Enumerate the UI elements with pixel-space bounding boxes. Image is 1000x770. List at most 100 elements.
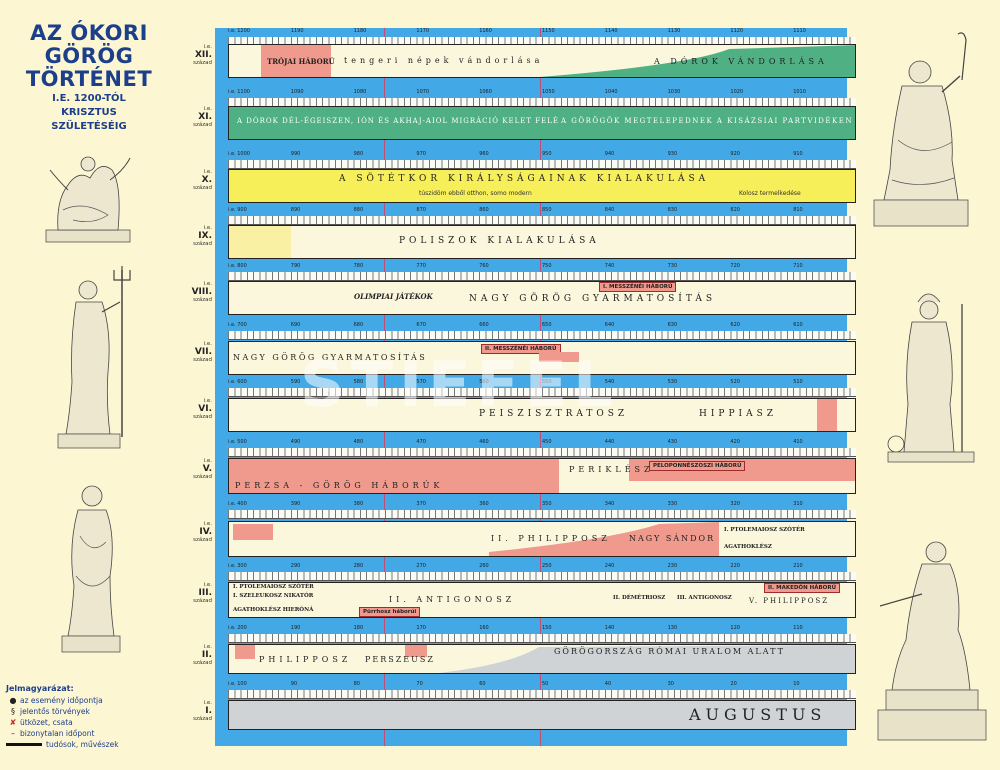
year-tick-label: 40	[604, 681, 612, 687]
event-label: I. PTOLEMAIOSZ SZÓTÉR	[724, 527, 805, 533]
year-ruler: i.e. 600 590 580 570 560 550 540 530 520 510	[228, 379, 856, 397]
year-tick-label: 1120	[730, 28, 744, 34]
year-tick-label: 340	[604, 501, 615, 507]
legend-item: – bizonytalan időpont	[6, 728, 156, 739]
year-tick-label: 290	[290, 563, 301, 569]
year-tick-label: i.e. 1200	[228, 28, 250, 34]
philosopher-statue-illustration	[40, 476, 140, 656]
year-tick-label: 420	[730, 439, 740, 445]
year-tick-label: 580	[353, 379, 364, 385]
event-label: PERSZEUSZ	[365, 655, 435, 664]
century-band-i: AUGUSTUS	[228, 700, 856, 730]
legend-item: ✘ ütközet, csata	[6, 717, 156, 728]
year-ruler: i.e. 800 790 780 770 760 750 740 730 720 710	[228, 263, 856, 281]
year-tick-label: 60	[479, 681, 486, 687]
century-label-vi: i.e. VI. század	[193, 398, 212, 420]
year-tick-label: 1180	[353, 28, 367, 34]
year-tick-label: 250	[542, 563, 552, 569]
year-tick-label: 110	[793, 625, 803, 631]
event-label: A GÖRÖGÖK MEGTELEPEDNEK A KISÁZSIAI PART…	[561, 117, 853, 125]
early-period-segment	[229, 226, 291, 258]
year-tick-label: 430	[667, 439, 678, 445]
watermark: STIEFEL	[300, 348, 619, 421]
bar-icon	[6, 743, 42, 746]
year-tick-label: 470	[416, 439, 426, 445]
year-tick-label: 1140	[604, 28, 618, 34]
year-ruler: i.e. 900 890 880 870 860 850 840 830 820 810	[228, 207, 856, 225]
year-tick-label: 820	[730, 207, 740, 213]
subtitle-line-2: KRISZTUS	[61, 107, 117, 118]
century-label-xi: i.e. XI. század	[193, 106, 212, 128]
event-box: I. MESSZÉNÉI HÁBORÚ	[599, 282, 677, 292]
century-label-x: i.e. X. század	[193, 169, 212, 191]
year-tick-label: 90	[290, 681, 298, 687]
event-label: A SÖTÉTKOR KIRÁLYSÁGAINAK KIALAKULÁSA	[339, 174, 710, 184]
timeline-board	[215, 28, 847, 746]
section-sign-icon: §	[11, 707, 15, 716]
century-label-v: i.e. V. század	[193, 458, 212, 480]
persian-wars-segment	[229, 459, 559, 493]
year-tick-label: 1110	[793, 28, 806, 34]
title-line-2: GÖRÖG	[44, 44, 134, 68]
century-label-viii: i.e. VIII. század	[191, 281, 212, 303]
event-segment	[235, 645, 255, 659]
year-tick-label: 910	[793, 151, 803, 157]
year-tick-label: 390	[290, 501, 301, 507]
year-tick-label: 360	[479, 501, 489, 507]
trojan-war-segment	[261, 45, 331, 77]
year-tick-label: 350	[542, 501, 552, 507]
poster-title: AZ ÓKORI GÖRÖG TÖRTÉNET I.E. 1200-TÓL KR…	[14, 22, 164, 133]
year-ruler: i.e. 100 90 80 70 60 50 40 30 20 10	[228, 681, 856, 699]
year-tick-label: 440	[604, 439, 615, 445]
year-tick-label: i.e. 900	[228, 207, 247, 213]
year-tick-label: 30	[667, 681, 674, 687]
year-tick-label: 480	[353, 439, 364, 445]
year-tick-label: 630	[667, 322, 678, 328]
event-box: PELOPONNÉSZOSZI HÁBORÚ	[649, 461, 746, 471]
year-tick-label: 270	[416, 563, 426, 569]
year-tick-label: i.e. 1000	[228, 151, 250, 157]
year-tick-label: i.e. 600	[228, 379, 247, 385]
poseidon-statue-illustration	[40, 262, 140, 452]
century-band-v: PERZSA - GÖRÖG HÁBORÚK PERIKLÉSZ PELOPON…	[228, 458, 856, 494]
event-label: OLIMPIAI JÁTÉKOK	[354, 292, 433, 301]
year-tick-label: 760	[479, 263, 489, 269]
title-line-3: TÖRTÉNET	[25, 67, 153, 91]
year-tick-label: 640	[604, 322, 615, 328]
year-tick-label: 1130	[667, 28, 681, 34]
event-label: túszidöm ebből otthon, somo modern	[419, 190, 532, 197]
year-tick-label: 980	[353, 151, 364, 157]
year-tick-label: 940	[604, 151, 615, 157]
year-tick-label: 410	[793, 439, 803, 445]
year-tick-label: i.e. 800	[228, 263, 247, 269]
century-band-ii: PHILIPPOSZ PERSZEUSZ GÖRÖGORSZÁG RÓMAI U…	[228, 644, 856, 674]
year-tick-label: 950	[542, 151, 552, 157]
century-band-xii: TRÓJAI HÁBORÚ tengeri népek vándorlása A…	[228, 44, 856, 78]
year-tick-label: 960	[479, 151, 489, 157]
legend-item: § jelentős törvények	[6, 706, 156, 717]
event-label: POLISZOK KIALAKULÁSA	[399, 236, 600, 246]
dorian-migration-area	[539, 45, 855, 77]
event-label: Kolosz termelkedése	[739, 190, 801, 197]
century-band-iii: I. PTOLEMAIOSZ SZÓTÉR I. SZELEUKOSZ NIKA…	[228, 582, 856, 618]
year-tick-label: 1070	[416, 89, 430, 95]
left-column: AZ ÓKORI GÖRÖG TÖRTÉNET I.E. 1200-TÓL KR…	[0, 0, 170, 770]
year-tick-label: 280	[353, 563, 364, 569]
event-label: PEISZISZTRATOSZ	[479, 409, 629, 419]
year-tick-label: 1020	[730, 89, 744, 95]
battle-segment	[539, 352, 579, 362]
year-tick-label: 1040	[604, 89, 618, 95]
century-band-vi: PEISZISZTRATOSZ HIPPIASZ	[228, 398, 856, 432]
reference-line	[540, 28, 541, 746]
year-tick-label: i.e. 200	[228, 625, 247, 631]
year-ruler: i.e. 200 190 180 170 160 150 140 130 120 110	[228, 625, 856, 643]
event-label: GÖRÖGORSZÁG RÓMAI URALOM ALATT	[554, 647, 785, 656]
event-label: tengeri népek vándorlása	[344, 56, 544, 65]
century-label-iv: i.e. IV. század	[193, 521, 212, 543]
year-ruler: i.e. 700 690 680 670 660 650 640 630 620 610	[228, 322, 856, 340]
year-tick-label: 260	[479, 563, 489, 569]
year-tick-label: 120	[730, 625, 740, 631]
year-tick-label: 1060	[479, 89, 492, 95]
event-segment	[405, 645, 427, 657]
century-band-vii: NAGY GÖRÖG GYARMATOSÍTÁS II. MESSZÉNÉI H…	[228, 341, 856, 375]
